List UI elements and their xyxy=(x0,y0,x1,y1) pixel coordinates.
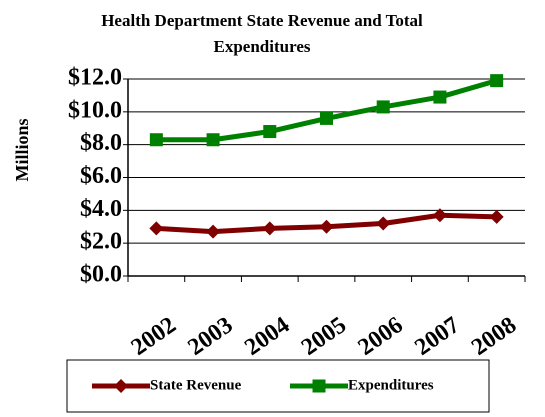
y-tick-label: $0.0 xyxy=(80,262,122,288)
x-tick-label: 2008 xyxy=(467,312,521,361)
y-tick-label: $12.0 xyxy=(68,65,122,91)
data-point xyxy=(320,111,333,125)
chart-title: Health Department State Revenue and Tota… xyxy=(101,11,423,56)
y-tick-label: $6.0 xyxy=(80,163,122,189)
legend-box xyxy=(66,359,490,413)
legend-label: State Revenue xyxy=(150,377,242,393)
data-point xyxy=(262,221,277,236)
data-point xyxy=(376,216,391,231)
data-point xyxy=(149,133,163,147)
y-tick-label: $10.0 xyxy=(68,97,122,123)
data-point xyxy=(490,74,504,88)
data-point xyxy=(319,219,334,234)
legend-marker xyxy=(114,379,128,393)
legend-marker xyxy=(312,379,326,393)
data-point xyxy=(432,208,447,223)
data-point xyxy=(376,100,390,114)
x-tick-label: 2004 xyxy=(240,312,294,361)
y-tick-label: $4.0 xyxy=(80,196,122,222)
y-axis-label: Millions xyxy=(12,118,32,181)
x-tick-label: 2002 xyxy=(127,312,181,361)
data-point xyxy=(489,209,504,224)
x-tick-label: 2005 xyxy=(297,312,351,361)
data-point xyxy=(433,90,447,104)
data-point xyxy=(263,125,277,139)
y-tick-label: $8.0 xyxy=(80,130,122,156)
x-tick-label: 2006 xyxy=(354,312,408,361)
legend-label: Expenditures xyxy=(348,377,434,393)
y-tick-label: $2.0 xyxy=(80,229,122,255)
x-tick-label: 2003 xyxy=(183,312,237,361)
x-tick-label: 2007 xyxy=(410,312,464,361)
data-point xyxy=(206,133,220,147)
data-point xyxy=(206,224,221,239)
data-point xyxy=(149,221,164,236)
series-line xyxy=(156,78,498,143)
